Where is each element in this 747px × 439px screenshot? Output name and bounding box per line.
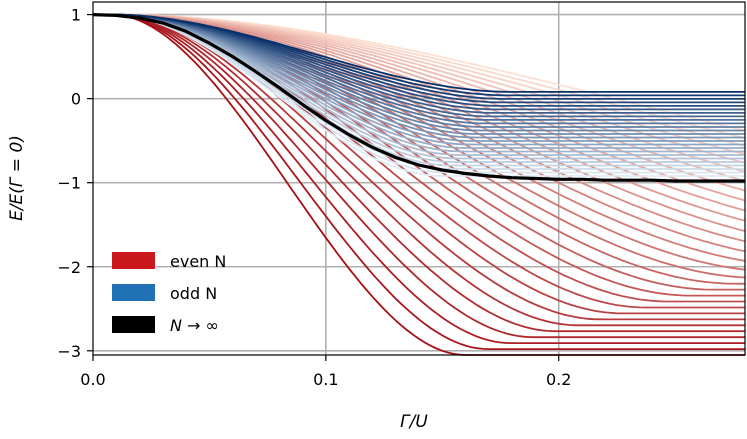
even-n-series-group (93, 13, 746, 356)
y-tick-label-3: −2 (57, 258, 81, 277)
legend-label-odd: odd N (170, 284, 217, 303)
y-tick-label-0: 1 (71, 6, 81, 25)
plot-frame (92, 1, 746, 356)
even-n-series-line-28 (93, 13, 745, 351)
limit-series-line (92, 13, 745, 183)
y-tick-label-1: 0 (71, 90, 81, 109)
x-tick-label-0: 0.0 (80, 370, 105, 389)
legend-label-even: even N (170, 252, 226, 271)
legend-swatch-even (112, 252, 155, 269)
legend-swatch-limit (112, 316, 155, 333)
y-tick-label-2: −1 (57, 174, 81, 193)
grid (93, 2, 745, 355)
y-axis-label: E/E(Γ = 0) (7, 135, 27, 221)
even-n-series-line-25 (93, 13, 745, 333)
legend: even N odd N N → ∞ (112, 252, 226, 335)
odd-n-series-line-1 (93, 13, 745, 174)
odd-n-series-line-24 (93, 13, 745, 93)
y-tick-label-4: −3 (57, 342, 81, 361)
x-tick-label-2: 0.2 (546, 370, 571, 389)
even-n-series-line-27 (93, 13, 745, 345)
x-tick-label-1: 0.1 (313, 370, 338, 389)
odd-n-series-line-0 (93, 13, 745, 177)
odd-n-series-group (93, 13, 745, 177)
ticks: 0.0 0.1 0.2 1 0 −1 −2 −3 (57, 6, 571, 389)
legend-swatch-odd (112, 284, 155, 301)
even-n-series-line-23 (93, 13, 745, 321)
x-axis-label: Γ/U (400, 412, 428, 432)
limit-series-group (92, 13, 745, 183)
legend-label-limit: N → ∞ (170, 316, 219, 335)
even-n-series-line-26 (93, 13, 745, 339)
